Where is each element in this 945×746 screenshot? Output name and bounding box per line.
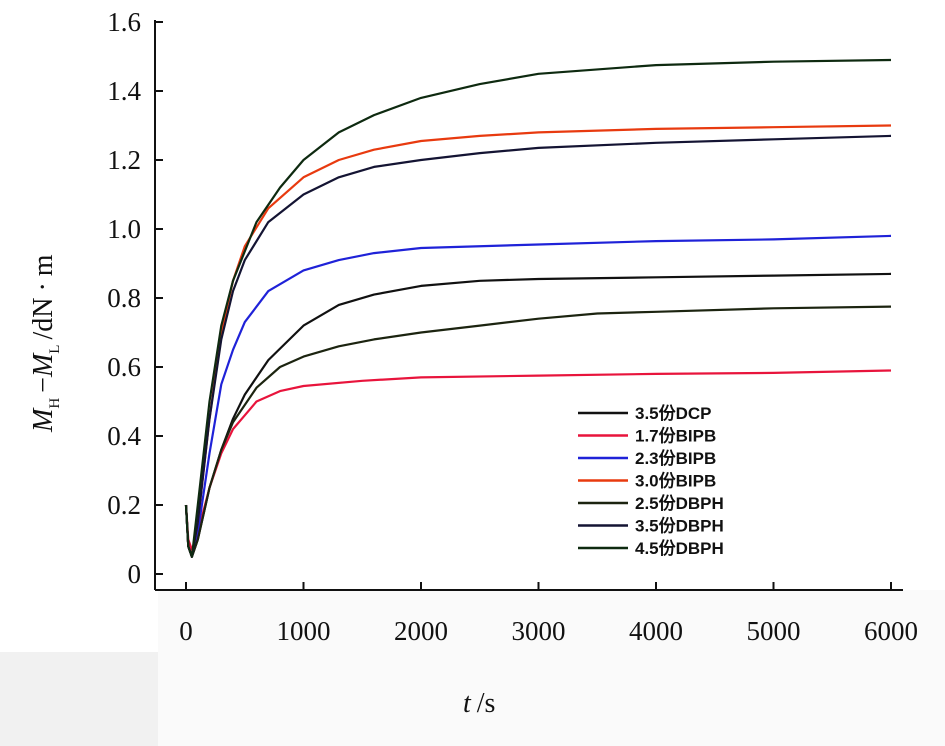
y-tick-label: 0.8 xyxy=(107,283,141,313)
axes: 0 0.2 0.4 0.6 0.8 1.0 1.2 1.4 1.6 0 1000 2000 3000 4… xyxy=(107,7,918,646)
backdrop-patch-left xyxy=(0,652,158,746)
y-axis-title-unit: /dN xyxy=(28,298,59,340)
backdrop-patch-bottom xyxy=(158,590,945,746)
y-tick-label: 0.4 xyxy=(107,421,141,451)
y-tick-label: 0.6 xyxy=(107,352,141,382)
series-line xyxy=(184,305,892,558)
x-tick-label: 5000 xyxy=(747,616,801,646)
x-ticks: 0 1000 2000 3000 4000 5000 6000 xyxy=(179,582,918,646)
y-tick-label: 1.4 xyxy=(107,76,141,106)
x-axis-title: t/s xyxy=(463,688,495,719)
legend-label: 3.5份DBPH xyxy=(635,516,724,536)
y-tick-label: 1.2 xyxy=(107,145,141,175)
y-tick-label: 0 xyxy=(128,559,142,589)
series-line xyxy=(184,58,892,558)
legend-label: 4.5份DBPH xyxy=(635,538,724,558)
x-axis-title-unit: /s xyxy=(477,688,496,719)
y-tick-label: 1.0 xyxy=(107,214,141,244)
legend-label: 3.5份DCP xyxy=(635,403,712,423)
y-axis-title-dot: · xyxy=(28,282,59,291)
x-tick-label: 0 xyxy=(179,616,193,646)
y-axis-title-minus: − xyxy=(28,377,59,393)
x-tick-label: 3000 xyxy=(512,616,566,646)
y-axis-title-unit-m: m xyxy=(28,254,59,276)
series-line xyxy=(184,234,892,558)
y-axis-title-sub-h: H xyxy=(47,398,63,409)
x-tick-label: 2000 xyxy=(394,616,448,646)
y-axis-title-m2: M xyxy=(28,352,59,378)
x-tick-label: 4000 xyxy=(629,616,683,646)
legend-label: 2.3份BIPB xyxy=(635,448,716,468)
x-axis-title-variable: t xyxy=(463,688,472,719)
legend-box xyxy=(568,398,904,574)
y-ticks: 0 0.2 0.4 0.6 0.8 1.0 1.2 1.4 1.6 xyxy=(107,7,163,589)
x-tick-label: 1000 xyxy=(277,616,331,646)
y-tick-label: 1.6 xyxy=(107,7,141,37)
legend-label: 3.0份BIPB xyxy=(635,471,716,491)
x-tick-label: 6000 xyxy=(864,616,918,646)
y-axis-title-m1: M xyxy=(28,407,59,433)
series-line xyxy=(184,134,892,558)
legend-label: 1.7份BIPB xyxy=(635,426,716,446)
y-axis-title: MH−ML/dN·m xyxy=(28,254,63,433)
y-axis-title-sub-l: L xyxy=(47,345,63,354)
legend-label: 2.5份DBPH xyxy=(635,493,724,513)
series-layer xyxy=(184,58,892,558)
y-tick-label: 0.2 xyxy=(107,490,141,520)
